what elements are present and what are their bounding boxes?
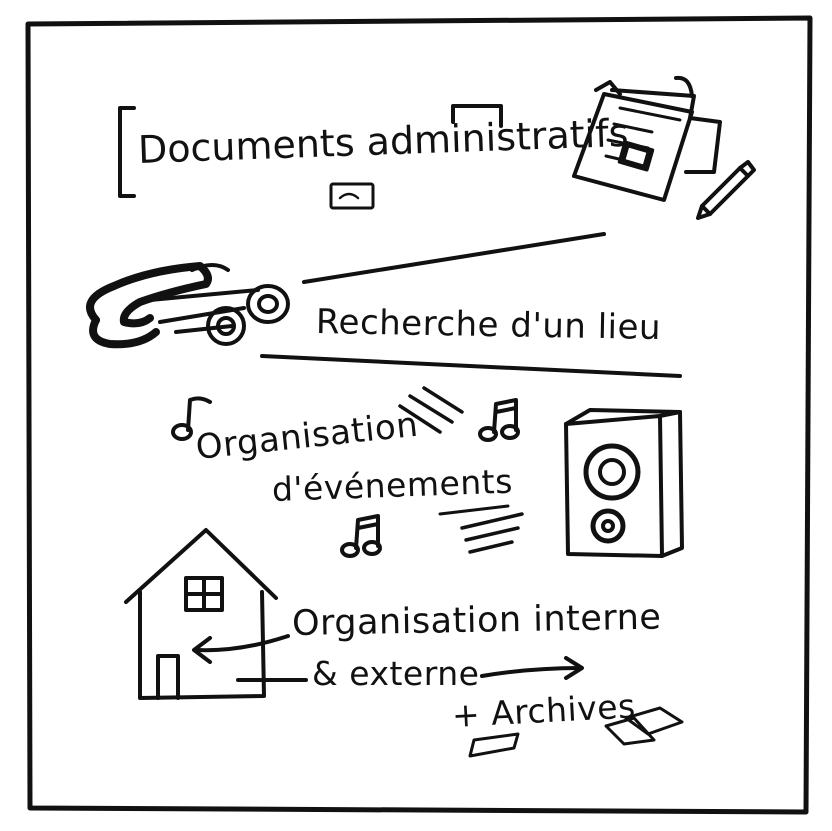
binoculars-icon [86,262,290,349]
underline-evenements [438,504,510,516]
pencil-icon [696,160,756,220]
divider-2 [260,354,682,378]
frame-border [25,15,813,815]
arrow-icon [192,634,290,664]
label-externe: & externe [312,654,480,693]
music-note-icon [340,514,382,558]
bracket-right [451,104,503,128]
bracket-left [118,106,136,198]
music-note-icon [171,396,212,441]
arrow-icon [236,656,584,682]
sound-lines [460,512,524,554]
label-organisation-interne: Organisation interne [291,597,662,644]
divider-1 [302,232,606,284]
speaker-icon [564,408,684,558]
label-recherche-lieu: Recherche d'un lieu [315,302,662,349]
document-stack-icon [572,75,722,202]
house-icon [124,528,278,700]
music-note-icon [478,398,520,442]
small-card [329,182,375,210]
archive-papers-icon [468,706,684,758]
sound-lines [398,386,464,434]
